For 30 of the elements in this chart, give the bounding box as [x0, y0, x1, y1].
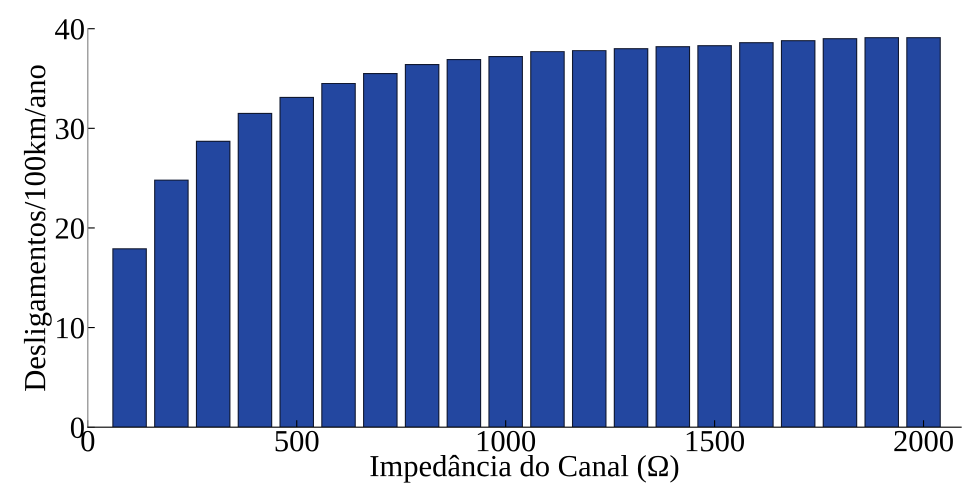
- bar: [780, 40, 816, 428]
- bar: [822, 38, 858, 428]
- bar: [572, 50, 607, 428]
- x-axis-title: Impedância do Canal (Ω): [370, 454, 678, 483]
- bar: [196, 140, 230, 428]
- bar: [154, 180, 189, 428]
- bar: [279, 96, 314, 428]
- x-tick-label: 2000: [894, 430, 953, 452]
- y-axis-title: Desligamentos/100km/ano: [24, 65, 52, 391]
- bar: [906, 37, 941, 428]
- bar: [238, 112, 272, 428]
- y-tick-label: 10: [57, 318, 84, 338]
- x-tick-label: 1000: [478, 430, 536, 452]
- x-tick-label: 500: [276, 430, 318, 452]
- y-tick-label: 30: [56, 118, 84, 140]
- bar: [614, 48, 648, 428]
- bar: [656, 46, 690, 428]
- x-tick-label: 1500: [686, 430, 744, 452]
- bar: [404, 64, 440, 428]
- bar: [446, 59, 482, 428]
- y-tick-label: 40: [55, 18, 84, 40]
- bar: [363, 72, 398, 428]
- bar: [112, 248, 147, 428]
- bar: [739, 42, 774, 428]
- bar: [697, 45, 732, 428]
- bar: [321, 82, 356, 428]
- y-tick-label: 20: [56, 218, 84, 239]
- bar: [488, 56, 523, 428]
- bar: [530, 51, 565, 428]
- bar: [864, 37, 900, 428]
